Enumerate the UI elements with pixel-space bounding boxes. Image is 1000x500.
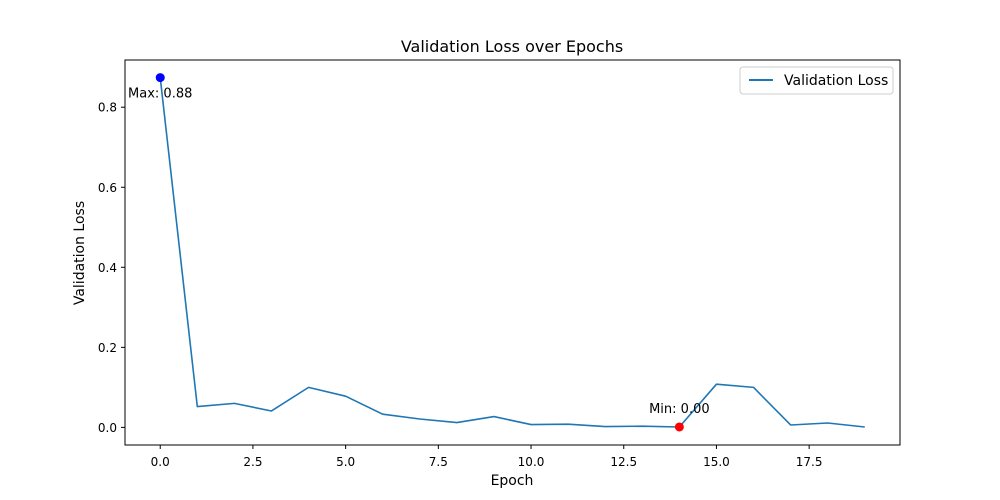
- y-tick-label: 0.0: [98, 421, 117, 435]
- x-axis-label: Epoch: [491, 473, 534, 489]
- y-tick-label: 0.8: [98, 101, 117, 115]
- y-axis-label: Validation Loss: [72, 201, 88, 305]
- legend-entry-validation-loss: Validation Loss: [784, 73, 888, 89]
- series-layer: [159, 77, 865, 428]
- min-marker: [674, 422, 684, 432]
- x-tick-label: 5.0: [336, 455, 355, 469]
- x-axis: 0.0 2.5 5.0 7.5 10.0 12.5 15.0 17.5: [151, 445, 823, 469]
- x-tick-label: 15.0: [703, 455, 730, 469]
- max-annotation: Max: 0.88: [128, 87, 192, 102]
- x-tick-label: 7.5: [429, 455, 448, 469]
- x-tick-label: 2.5: [243, 455, 262, 469]
- x-tick-label: 0.0: [151, 455, 170, 469]
- y-axis: 0.0 0.2 0.4 0.6 0.8: [98, 101, 125, 435]
- x-tick-label: 12.5: [610, 455, 637, 469]
- y-tick-label: 0.2: [98, 341, 117, 355]
- legend-box: [739, 66, 894, 95]
- chart-title: Validation Loss over Epochs: [401, 37, 623, 56]
- min-annotation: Min: 0.00: [649, 402, 710, 417]
- plot-area: [124, 59, 901, 446]
- marker-layer: Max: 0.88 Min: 0.00: [128, 73, 710, 432]
- x-tick-label: 17.5: [796, 455, 823, 469]
- max-marker: [155, 73, 165, 83]
- x-tick-label: 10.0: [518, 455, 545, 469]
- y-tick-label: 0.4: [98, 261, 117, 275]
- series-line-validation-loss: [159, 77, 865, 428]
- legend: Validation Loss: [739, 66, 894, 95]
- y-tick-label: 0.6: [98, 181, 117, 195]
